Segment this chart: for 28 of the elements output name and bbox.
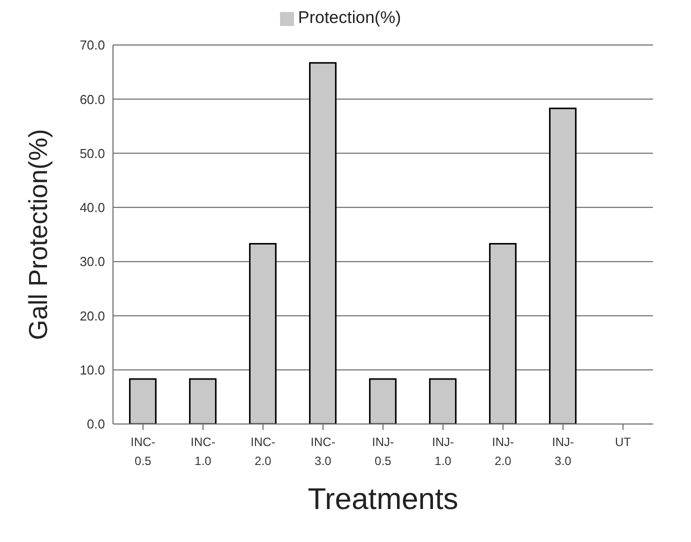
- x-tick-label: INC- 0.5: [130, 435, 156, 468]
- bar: [549, 108, 577, 424]
- legend-label: Protection(%): [298, 8, 401, 27]
- y-tick-label: 50.0: [80, 146, 105, 161]
- x-tick-label: INJ- 2.0: [492, 435, 514, 468]
- x-axis-title: Treatments: [308, 483, 458, 516]
- x-tick-label: INC- 3.0: [310, 435, 336, 468]
- y-tick-label: 0.0: [86, 416, 105, 432]
- x-tick-label: INJ- 0.5: [372, 435, 394, 468]
- x-tick-label: INC- 2.0: [250, 435, 276, 468]
- y-tick-label: 20.0: [80, 308, 105, 324]
- y-tick-label: 40.0: [80, 200, 105, 216]
- x-tick-label: INC- 1.0: [190, 435, 216, 468]
- bar: [369, 378, 397, 424]
- x-tick-label: UT: [615, 435, 632, 449]
- bar: [129, 378, 157, 424]
- bar: [429, 378, 457, 424]
- y-tick-label: 60.0: [80, 92, 105, 107]
- x-tick-label: INJ- 1.0: [432, 435, 454, 468]
- y-tick-label: 10.0: [80, 362, 105, 378]
- bar: [249, 242, 277, 424]
- bar: [189, 378, 217, 424]
- y-axis-title: Gall Protection(%): [23, 129, 54, 340]
- bar: [489, 242, 517, 424]
- y-tick-label: 30.0: [80, 254, 105, 270]
- bar: [309, 62, 337, 424]
- x-tick-label: INJ- 3.0: [552, 435, 574, 468]
- y-tick-label: 70.0: [80, 38, 105, 53]
